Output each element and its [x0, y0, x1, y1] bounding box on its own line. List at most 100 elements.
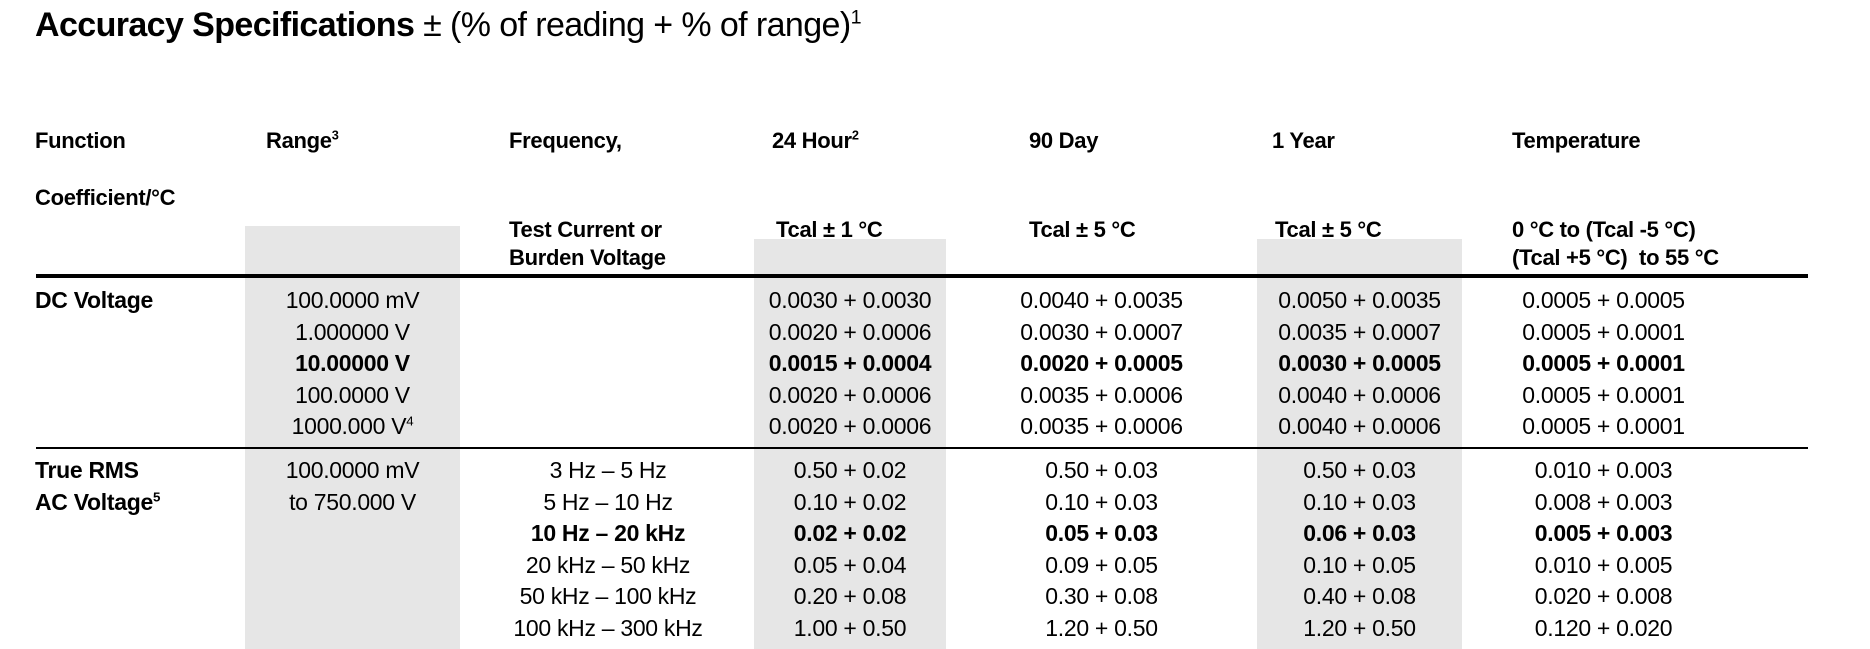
range-value: 100.0000 V	[295, 381, 410, 408]
cell-24hour: 0.0020 + 0.0006	[768, 381, 932, 408]
ac-tempco-column: 0.010 + 0.003 0.008 + 0.003 0.005 + 0.00…	[1462, 455, 1745, 645]
ac-frequency-column: 3 Hz – 5 Hz 5 Hz – 10 Hz 10 Hz – 20 kHz …	[462, 455, 754, 645]
cell-1year: 0.10 + 0.03	[1303, 488, 1416, 515]
cell-tempco: 0.0005 + 0.0001	[1522, 381, 1685, 408]
cell-1year: 0.0030 + 0.0005	[1278, 350, 1441, 377]
header-range-label: Range	[266, 128, 332, 153]
cell-24hour: 0.20 + 0.08	[793, 583, 907, 610]
cell-24hour: 0.50 + 0.02	[793, 457, 907, 483]
cell-90day: 0.0040 + 0.0035	[1020, 287, 1183, 313]
subheader-90day-tcal: Tcal ± 5 °C	[1029, 217, 1136, 242]
cell-24hour: 0.0020 + 0.0006	[768, 413, 932, 440]
cell-range: 1000.000 V4	[245, 411, 460, 443]
dc-24hour-column: 0.0030 + 0.0030 0.0020 + 0.0006 0.0015 +…	[754, 285, 946, 443]
24hour-column-shade	[754, 239, 946, 649]
cell-tempco: 0.010 + 0.005	[1534, 551, 1673, 578]
cell-24hour: 1.00 + 0.50	[793, 614, 907, 641]
function-name-text: AC Voltage	[35, 488, 153, 515]
cell-90day: 0.10 + 0.03	[1045, 488, 1158, 515]
cell-frequency: 50 kHz – 100 kHz	[519, 583, 697, 610]
footnote-marker: 3	[331, 127, 339, 143]
cell-frequency: 5 Hz – 10 Hz	[543, 488, 673, 515]
header-90day: 90 Day	[1029, 128, 1099, 153]
subheader-1year-tcal: Tcal ± 5 °C	[1275, 217, 1382, 242]
cell-range: 100.0000 V	[245, 380, 460, 412]
cell-tempco: 0.120 + 0.020	[1534, 614, 1673, 641]
cell-range: 10.00000 V	[245, 348, 460, 380]
page-title-regular: ± (% of reading + % of range)	[414, 6, 851, 44]
cell-90day: 0.50 + 0.03	[1045, 457, 1158, 483]
1year-column-shade	[1257, 239, 1462, 649]
header-frequency: Frequency,	[509, 128, 622, 153]
cell-range: 100.0000 mV	[245, 455, 460, 487]
cell-tempco: 0.0005 + 0.0001	[1522, 350, 1685, 377]
cell-tempco: 0.0005 + 0.0001	[1522, 318, 1685, 345]
cell-90day: 0.0035 + 0.0006	[1020, 413, 1183, 440]
cell-tempco: 0.005 + 0.003	[1534, 520, 1673, 547]
range-value: 1000.000 V	[291, 413, 407, 440]
cell-24hour: 0.0015 + 0.0004	[768, 350, 932, 377]
page-title-bold: Accuracy Specifications	[35, 6, 415, 44]
subheader-temperature-range: 0 °C to (Tcal -5 °C) (Tcal +5 °C) to 55 …	[1512, 216, 1719, 272]
dc-90day-column: 0.0040 + 0.0035 0.0030 + 0.0007 0.0020 +…	[946, 285, 1257, 443]
ac-24hour-column: 0.50 + 0.02 0.10 + 0.02 0.02 + 0.02 0.05…	[754, 455, 946, 645]
cell-tempco: 0.020 + 0.008	[1534, 583, 1673, 610]
cell-1year: 0.0050 + 0.0035	[1278, 287, 1441, 313]
header-range: Range3	[266, 128, 339, 154]
cell-1year: 0.10 + 0.05	[1303, 551, 1416, 578]
dc-tempco-column: 0.0005 + 0.0005 0.0005 + 0.0001 0.0005 +…	[1462, 285, 1745, 443]
cell-tempco: 0.0005 + 0.0005	[1522, 287, 1685, 313]
cell-1year: 1.20 + 0.50	[1303, 614, 1416, 641]
cell-range: 1.000000 V	[245, 317, 460, 349]
cell-90day: 0.05 + 0.03	[1045, 520, 1158, 547]
section-divider-rule	[36, 447, 1808, 449]
dc-1year-column: 0.0050 + 0.0035 0.0035 + 0.0007 0.0030 +…	[1257, 285, 1462, 443]
ac-1year-column: 0.50 + 0.03 0.10 + 0.03 0.06 + 0.03 0.10…	[1257, 455, 1462, 645]
subheader-test-current: Test Current or Burden Voltage	[509, 216, 666, 272]
range-value: 10.00000 V	[295, 350, 410, 377]
cell-1year: 0.0040 + 0.0006	[1278, 381, 1441, 408]
cell-1year: 0.0035 + 0.0007	[1278, 318, 1441, 345]
subheader-line: Burden Voltage	[509, 245, 666, 270]
cell-90day: 0.30 + 0.08	[1045, 583, 1158, 610]
cell-90day: 0.0030 + 0.0007	[1020, 318, 1183, 345]
function-name: DC Voltage	[35, 285, 153, 317]
range-value: 1.000000 V	[295, 318, 410, 345]
header-1year: 1 Year	[1272, 128, 1335, 153]
cell-24hour: 0.0030 + 0.0030	[768, 287, 932, 313]
header-coefficient-line: Coefficient/°C	[35, 185, 176, 210]
range-value: 100.0000 mV	[285, 287, 420, 313]
cell-frequency: 20 kHz – 50 kHz	[525, 551, 691, 578]
cell-tempco: 0.008 + 0.003	[1534, 488, 1673, 515]
cell-range: 100.0000 mV	[245, 285, 460, 317]
header-temperature: Temperature	[1512, 128, 1641, 153]
header-divider-rule	[36, 274, 1808, 278]
cell-90day: 0.09 + 0.05	[1045, 551, 1158, 578]
page-title: Accuracy Specifications ± (% of reading …	[35, 6, 862, 45]
cell-frequency: 10 Hz – 20 kHz	[530, 520, 686, 547]
cell-tempco: 0.0005 + 0.0001	[1522, 413, 1685, 440]
cell-90day: 0.0020 + 0.0005	[1020, 350, 1183, 377]
ac-range-column: 100.0000 mV to 750.000 V	[245, 455, 460, 518]
dc-function-column: DC Voltage	[35, 285, 153, 317]
cell-frequency: 100 kHz – 300 kHz	[513, 614, 703, 641]
footnote-marker: 4	[406, 413, 414, 429]
cell-frequency: 3 Hz – 5 Hz	[549, 457, 667, 483]
cell-24hour: 0.02 + 0.02	[793, 520, 907, 547]
footnote-marker: 5	[152, 488, 161, 504]
ac-function-column: True RMS AC Voltage5	[35, 455, 160, 518]
footnote-marker: 2	[851, 127, 859, 143]
subheader-line: 0 °C to (Tcal -5 °C)	[1512, 217, 1696, 242]
cell-range: to 750.000 V	[245, 487, 460, 519]
cell-1year: 0.40 + 0.08	[1303, 583, 1416, 610]
cell-90day: 0.0035 + 0.0006	[1020, 381, 1183, 408]
subheader-24hour-tcal: Tcal ± 1 °C	[776, 217, 883, 242]
range-column-shade	[245, 226, 460, 649]
cell-24hour: 0.10 + 0.02	[793, 488, 907, 515]
range-value: to 750.000 V	[289, 488, 416, 515]
cell-1year: 0.06 + 0.03	[1303, 520, 1416, 547]
function-name: True RMS	[35, 455, 160, 487]
title-footnote-marker: 1	[850, 6, 862, 29]
cell-tempco: 0.010 + 0.003	[1534, 457, 1673, 483]
